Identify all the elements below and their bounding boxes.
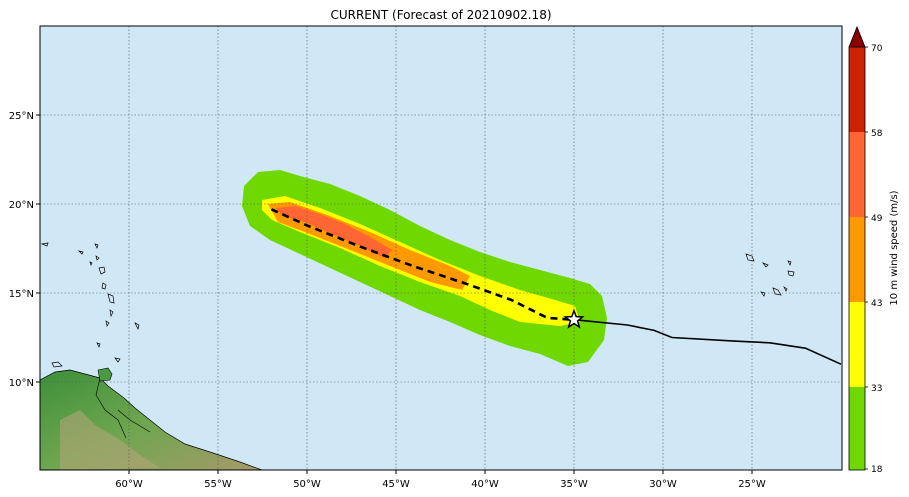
y-tick-label: 25°N — [9, 111, 34, 122]
forecast-track-line — [270, 208, 575, 321]
colorbar-tick-label: 43 — [871, 299, 882, 309]
x-tick-label: 35°W — [560, 479, 588, 490]
x-tick-label: 50°W — [293, 479, 321, 490]
axis-ticks — [36, 114, 753, 474]
highland-shading — [60, 410, 160, 470]
map-title: CURRENT (Forecast of 20210902.18) — [330, 8, 552, 22]
colorbar: 70 58 49 43 33 18 10 m wind speed (m/s) — [848, 25, 900, 475]
colorbar-segment-43-49 — [849, 217, 865, 302]
swath-band-49-58 — [276, 206, 392, 258]
country-border — [95, 377, 151, 439]
colorbar-title: 10 m wind speed (m/s) — [889, 190, 900, 305]
trinidad-island — [97, 367, 113, 382]
colorbar-segment-18-33 — [849, 387, 865, 470]
observed-track-line — [573, 318, 842, 365]
colorbar-tick-label: 70 — [871, 44, 883, 54]
graticule — [40, 26, 842, 470]
plot-frame — [39, 25, 843, 471]
colorbar-tick-label: 18 — [871, 465, 883, 475]
current-position-star-icon — [563, 308, 585, 329]
caribbean-islands — [40, 242, 795, 368]
y-tick-label: 20°N — [9, 200, 34, 211]
colorbar-segment-58-70 — [849, 47, 865, 132]
y-axis-labels: 25°N 20°N 15°N 10°N — [9, 111, 34, 389]
x-tick-label: 30°W — [649, 479, 677, 490]
x-tick-label: 25°W — [738, 479, 766, 490]
y-tick-label: 15°N — [9, 289, 34, 300]
y-tick-label: 10°N — [9, 378, 34, 389]
x-tick-label: 45°W — [382, 479, 410, 490]
colorbar-extend-arrow — [848, 25, 866, 48]
x-tick-label: 40°W — [471, 479, 499, 490]
colorbar-segment-49-58 — [849, 132, 865, 217]
colorbar-segment-33-43 — [849, 302, 865, 387]
colorbar-frame — [848, 46, 866, 471]
x-tick-label: 55°W — [204, 479, 232, 490]
x-axis-labels: 60°W 55°W 50°W 45°W 40°W 35°W 30°W 25°W — [115, 479, 766, 490]
colorbar-tick-label: 49 — [871, 214, 883, 224]
colorbar-tick-label: 58 — [871, 129, 883, 139]
colorbar-tick-label: 33 — [871, 384, 882, 394]
x-tick-label: 60°W — [115, 479, 143, 490]
